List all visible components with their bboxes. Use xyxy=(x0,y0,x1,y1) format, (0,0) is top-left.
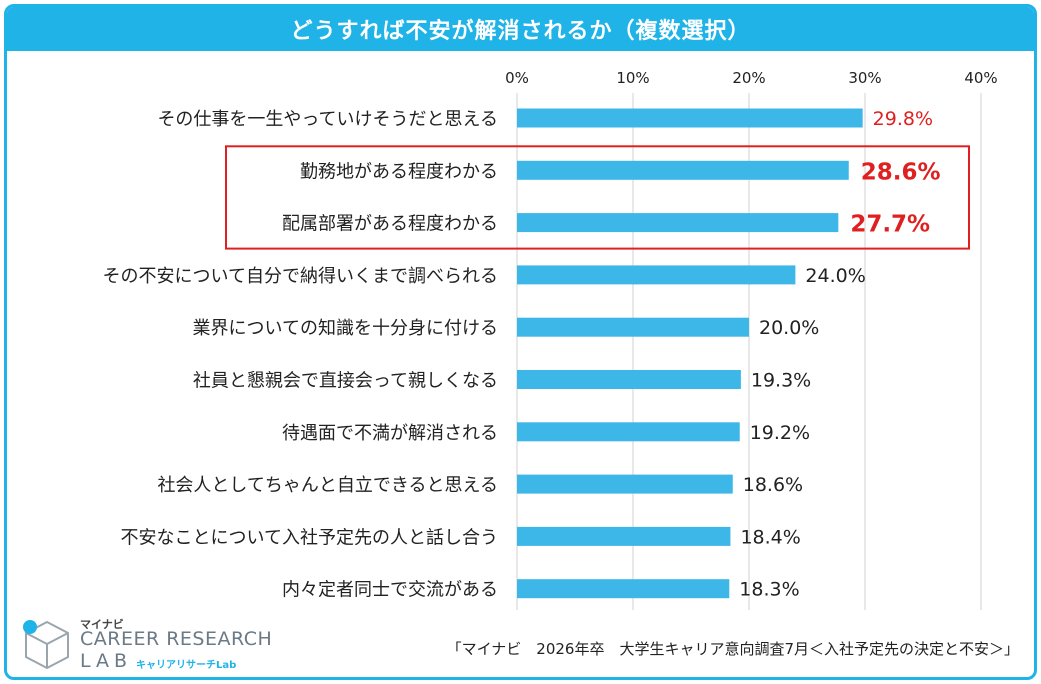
data-label: 19.2% xyxy=(750,422,810,444)
bar xyxy=(517,474,733,494)
bar xyxy=(517,579,730,599)
category-label: 業界についての知識を十分身に付ける xyxy=(193,318,498,339)
category-label: 勤務地がある程度わかる xyxy=(300,161,498,182)
category-label: その不安について自分で納得いくまで調べられる xyxy=(103,266,498,287)
category-label: 待遇面で不満が解消される xyxy=(282,423,498,444)
logo-brand: マイナビ xyxy=(80,618,124,631)
logo-subtitle: キャリアリサーチLab xyxy=(136,660,237,671)
data-label: 28.6% xyxy=(861,159,941,185)
tick-label: 0% xyxy=(505,69,529,87)
tick-label: 10% xyxy=(616,69,649,87)
bar xyxy=(517,317,749,337)
data-label: 18.3% xyxy=(739,579,799,601)
bar xyxy=(517,526,731,546)
tick-label: 40% xyxy=(964,69,997,87)
chart-title: どうすれば不安が解消されるか（複数選択） xyxy=(7,7,1034,51)
data-label: 29.8% xyxy=(873,108,933,130)
tick-label: 20% xyxy=(732,69,765,87)
data-label: 20.0% xyxy=(759,317,819,339)
data-label: 18.4% xyxy=(740,526,800,548)
category-label: 配属部署がある程度わかる xyxy=(282,214,498,235)
logo-lab: LAB xyxy=(80,650,133,672)
data-label: 27.7% xyxy=(850,212,930,238)
bar xyxy=(517,213,839,233)
highlight-box xyxy=(225,145,970,250)
bar xyxy=(517,160,849,180)
cube-icon xyxy=(23,620,69,670)
category-label: 社員と懇親会で直接会って親しくなる xyxy=(193,371,498,392)
bar xyxy=(517,265,796,285)
category-label: その仕事を一生やっていけそうだと思える xyxy=(157,109,498,130)
bar xyxy=(517,108,863,128)
source-note: 「マイナビ 2026年卒 大学生キャリア意向調査7月＜入社予定先の決定と不安＞」 xyxy=(446,640,1019,658)
category-label: 社会人としてちゃんと自立できると思える xyxy=(157,475,498,496)
category-label: 不安なことについて入社予定先の人と話し合う xyxy=(121,527,498,548)
tick-label: 30% xyxy=(848,69,881,87)
data-label: 18.6% xyxy=(743,474,803,496)
category-label: 内々定者同士で交流がある xyxy=(282,580,498,601)
bar xyxy=(517,370,741,389)
bar xyxy=(517,422,740,442)
logo-name: CAREER RESEARCH xyxy=(80,628,273,650)
data-label: 19.3% xyxy=(751,370,811,392)
data-label: 24.0% xyxy=(805,265,865,287)
career-research-lab-logo: マイナビ CAREER RESEARCH LAB キャリアリサーチLab xyxy=(18,614,272,674)
